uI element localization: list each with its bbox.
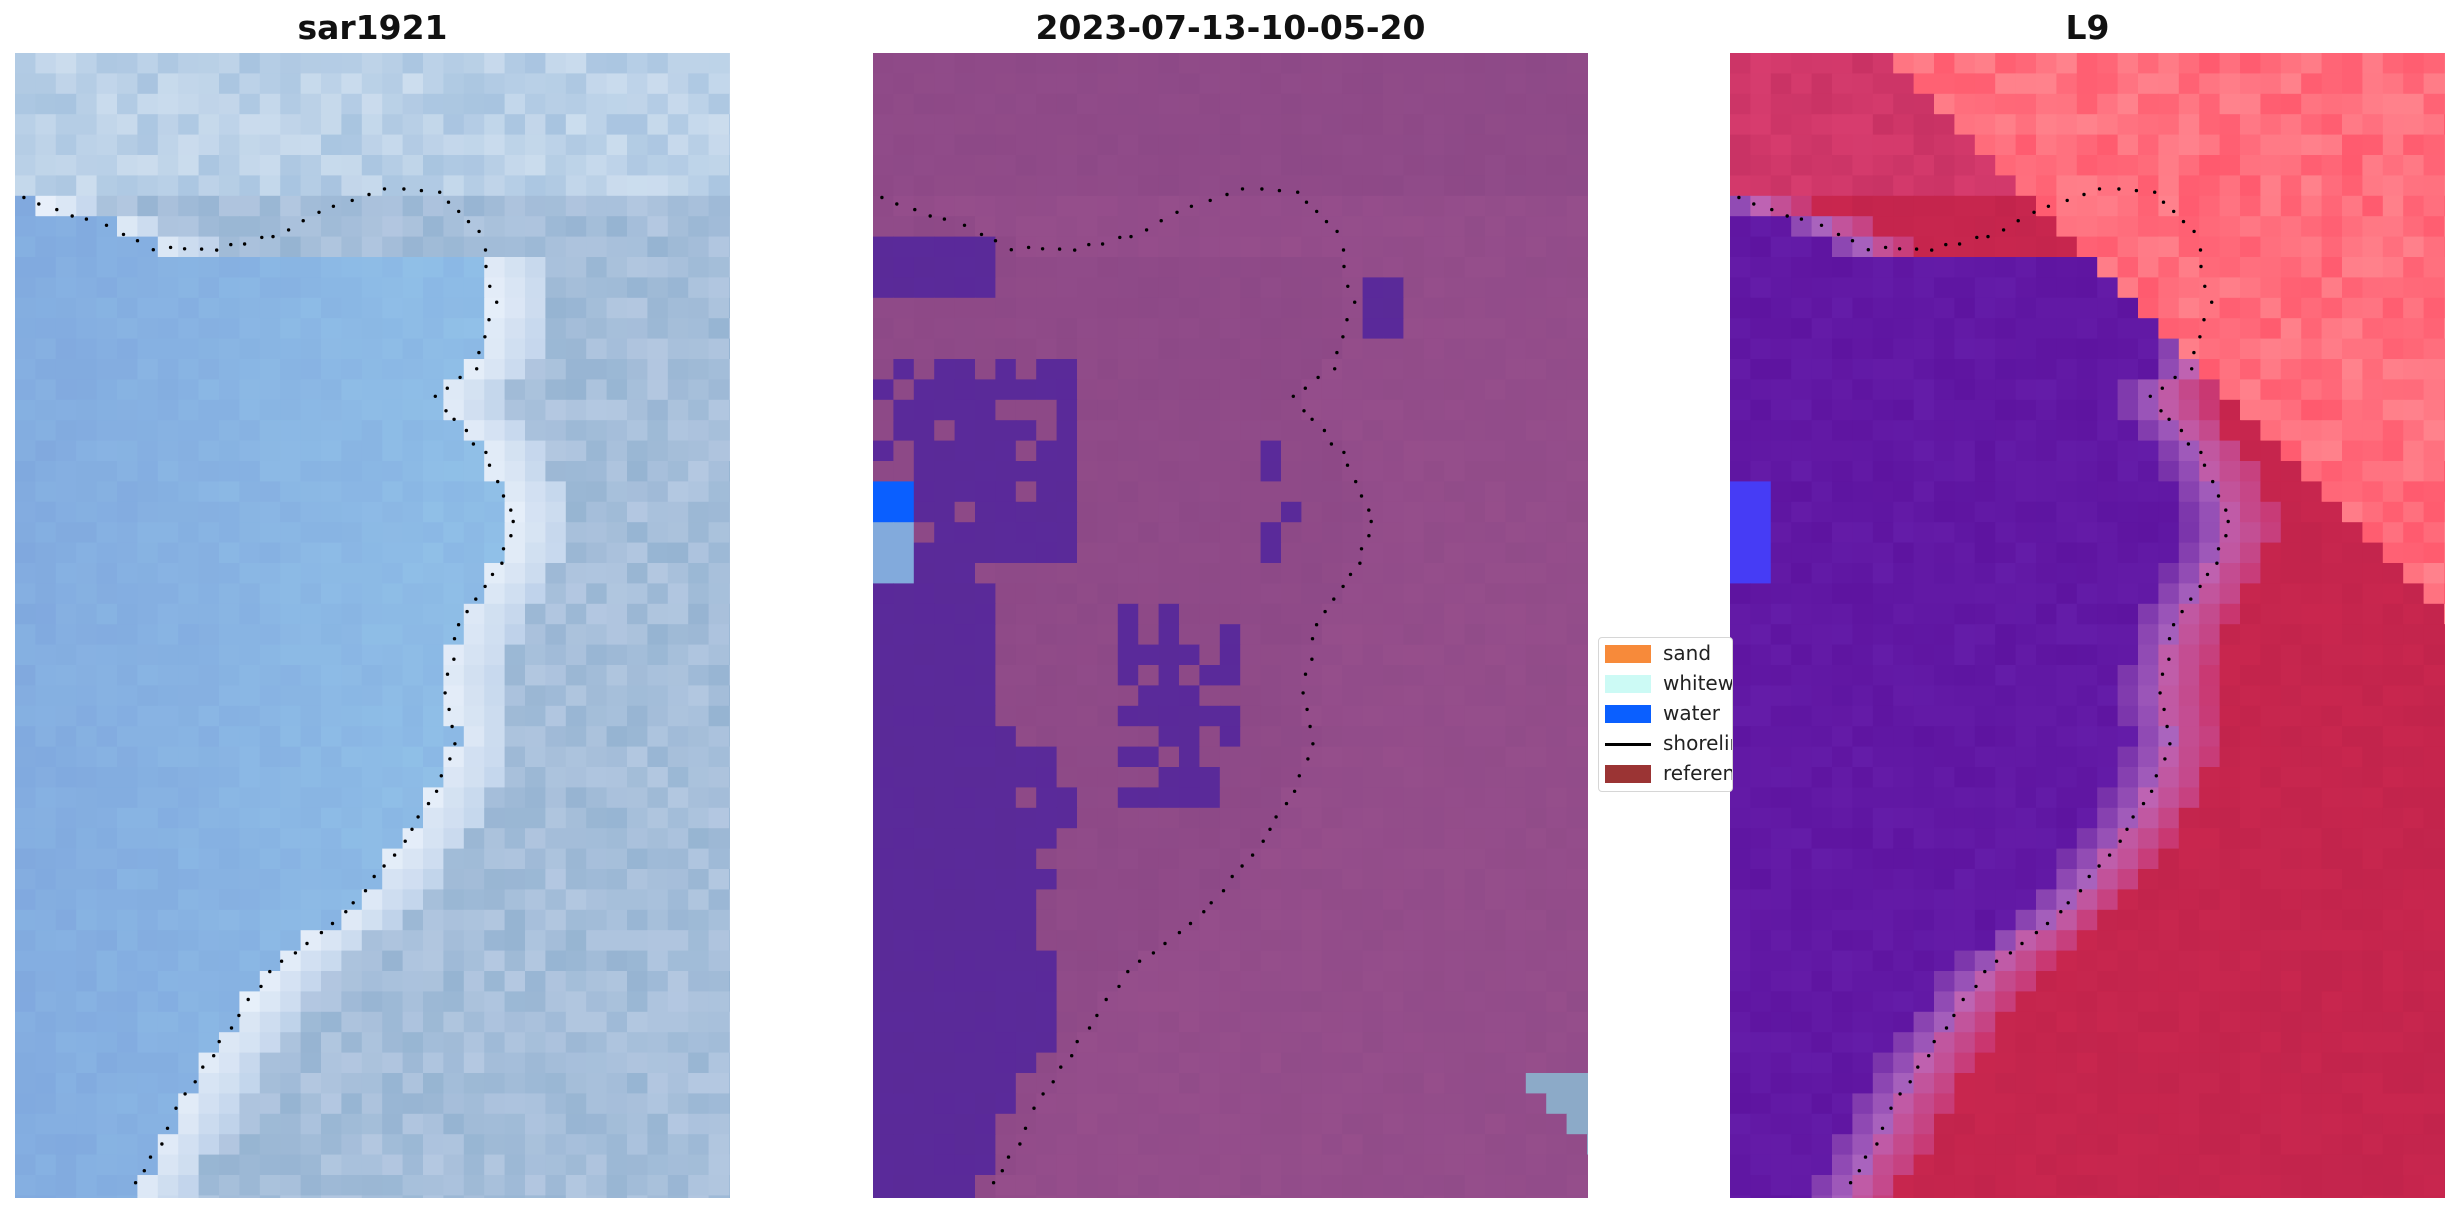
legend-label-whitewater: whitewater — [1663, 671, 1733, 695]
rgb-image-panel — [15, 53, 730, 1198]
legend-item-reference-shoreline: reference shoreline — [1605, 761, 1732, 786]
detected-shoreline — [880, 187, 1373, 1185]
index-image-panel — [1730, 53, 2445, 1198]
detected-shoreline — [1737, 187, 2230, 1185]
classified-image-panel — [873, 53, 1588, 1198]
panel-title-2: 2023-07-13-10-05-20 — [1035, 8, 1426, 47]
detected-shoreline — [22, 187, 515, 1185]
legend-item-sand: sand — [1605, 641, 1732, 666]
reference-shoreline-swatch — [1605, 765, 1651, 783]
panel-title-3: L9 — [2065, 8, 2110, 47]
whitewater-swatch — [1605, 675, 1651, 693]
shoreline-line-swatch — [1605, 743, 1651, 746]
legend-item-whitewater: whitewater — [1605, 671, 1733, 696]
legend-label-sand: sand — [1663, 641, 1712, 665]
legend-label-water: water — [1663, 701, 1720, 725]
sand-swatch — [1605, 645, 1651, 663]
water-swatch — [1605, 705, 1651, 723]
legend-label-reference-shoreline: reference shoreline — [1663, 761, 1732, 785]
legend-label-shoreline: shoreline — [1663, 731, 1732, 755]
legend-item-shoreline: shoreline — [1605, 731, 1732, 756]
legend: sand whitewater water shoreline referenc… — [1598, 637, 1733, 792]
legend-item-water: water — [1605, 701, 1732, 726]
panel-title-1: sar1921 — [297, 8, 448, 47]
